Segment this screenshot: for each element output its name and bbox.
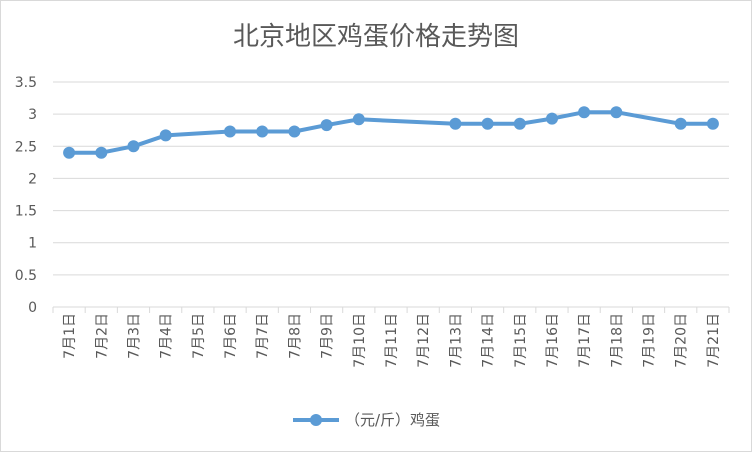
legend-label: （元/斤）鸡蛋 [345, 411, 440, 429]
data-point [224, 125, 236, 138]
data-point [578, 106, 591, 119]
data-point [706, 117, 719, 130]
y-tick-label: 2.5 [15, 139, 37, 155]
data-point [449, 117, 462, 130]
data-point [481, 117, 494, 130]
x-tick-label: 7月8日 [287, 313, 303, 359]
x-tick-label: 7月1日 [62, 313, 78, 359]
data-point [159, 129, 172, 142]
y-tick-label: 3.5 [15, 75, 37, 91]
y-tick-label: 0.5 [15, 268, 37, 284]
y-tick-label: 3 [28, 107, 37, 123]
x-tick-label: 7月9日 [320, 313, 336, 359]
x-tick-label: 7月3日 [126, 313, 142, 359]
x-tick-label: 7月16日 [545, 313, 561, 368]
x-axis-ticks: 7月1日 7月2日 7月3日 7月4日 7月5日 7月6日 7月7日 7月8日 7月9日 7月10… [62, 313, 722, 368]
x-tick-label: 7月12日 [416, 313, 432, 368]
data-point [63, 146, 76, 159]
x-axis [52, 306, 730, 313]
y-axis-ticks: 0 0.5 1 1.5 2 2.5 3 3.5 [15, 75, 37, 316]
x-tick-label: 7月10日 [352, 313, 368, 368]
x-tick-label: 7月5日 [191, 313, 207, 359]
series-layer [63, 106, 719, 159]
x-tick-label: 7月17日 [577, 313, 593, 368]
gridlines [53, 81, 729, 276]
legend-marker [310, 414, 322, 426]
data-point [674, 117, 687, 130]
x-tick-label: 7月7日 [255, 313, 271, 359]
x-tick-label: 7月18日 [609, 313, 625, 368]
data-point [546, 112, 558, 125]
data-point [320, 119, 333, 132]
chart-title: 北京地区鸡蛋价格走势图 [233, 22, 519, 52]
x-tick-label: 7月11日 [384, 313, 400, 368]
y-tick-label: 1.5 [15, 204, 37, 220]
data-point [95, 146, 108, 159]
x-tick-label: 7月20日 [674, 313, 690, 368]
x-tick-label: 7月15日 [513, 313, 529, 368]
x-tick-label: 7月13日 [448, 313, 464, 368]
x-tick-label: 7月2日 [94, 313, 110, 359]
x-tick-label: 7月4日 [159, 313, 175, 359]
data-point [127, 140, 140, 153]
data-point [610, 106, 623, 119]
y-tick-label: 0 [28, 300, 37, 316]
y-tick-label: 2 [28, 171, 37, 187]
x-tick-label: 7月21日 [706, 313, 722, 368]
y-tick-label: 1 [28, 236, 37, 252]
x-tick-label: 7月6日 [223, 313, 239, 359]
data-point [352, 113, 365, 126]
x-tick-label: 7月19日 [642, 313, 658, 368]
data-point [256, 125, 269, 138]
data-point [288, 125, 301, 138]
data-point [513, 117, 526, 130]
legend: （元/斤）鸡蛋 [293, 411, 440, 429]
x-tick-label: 7月14日 [481, 313, 497, 368]
